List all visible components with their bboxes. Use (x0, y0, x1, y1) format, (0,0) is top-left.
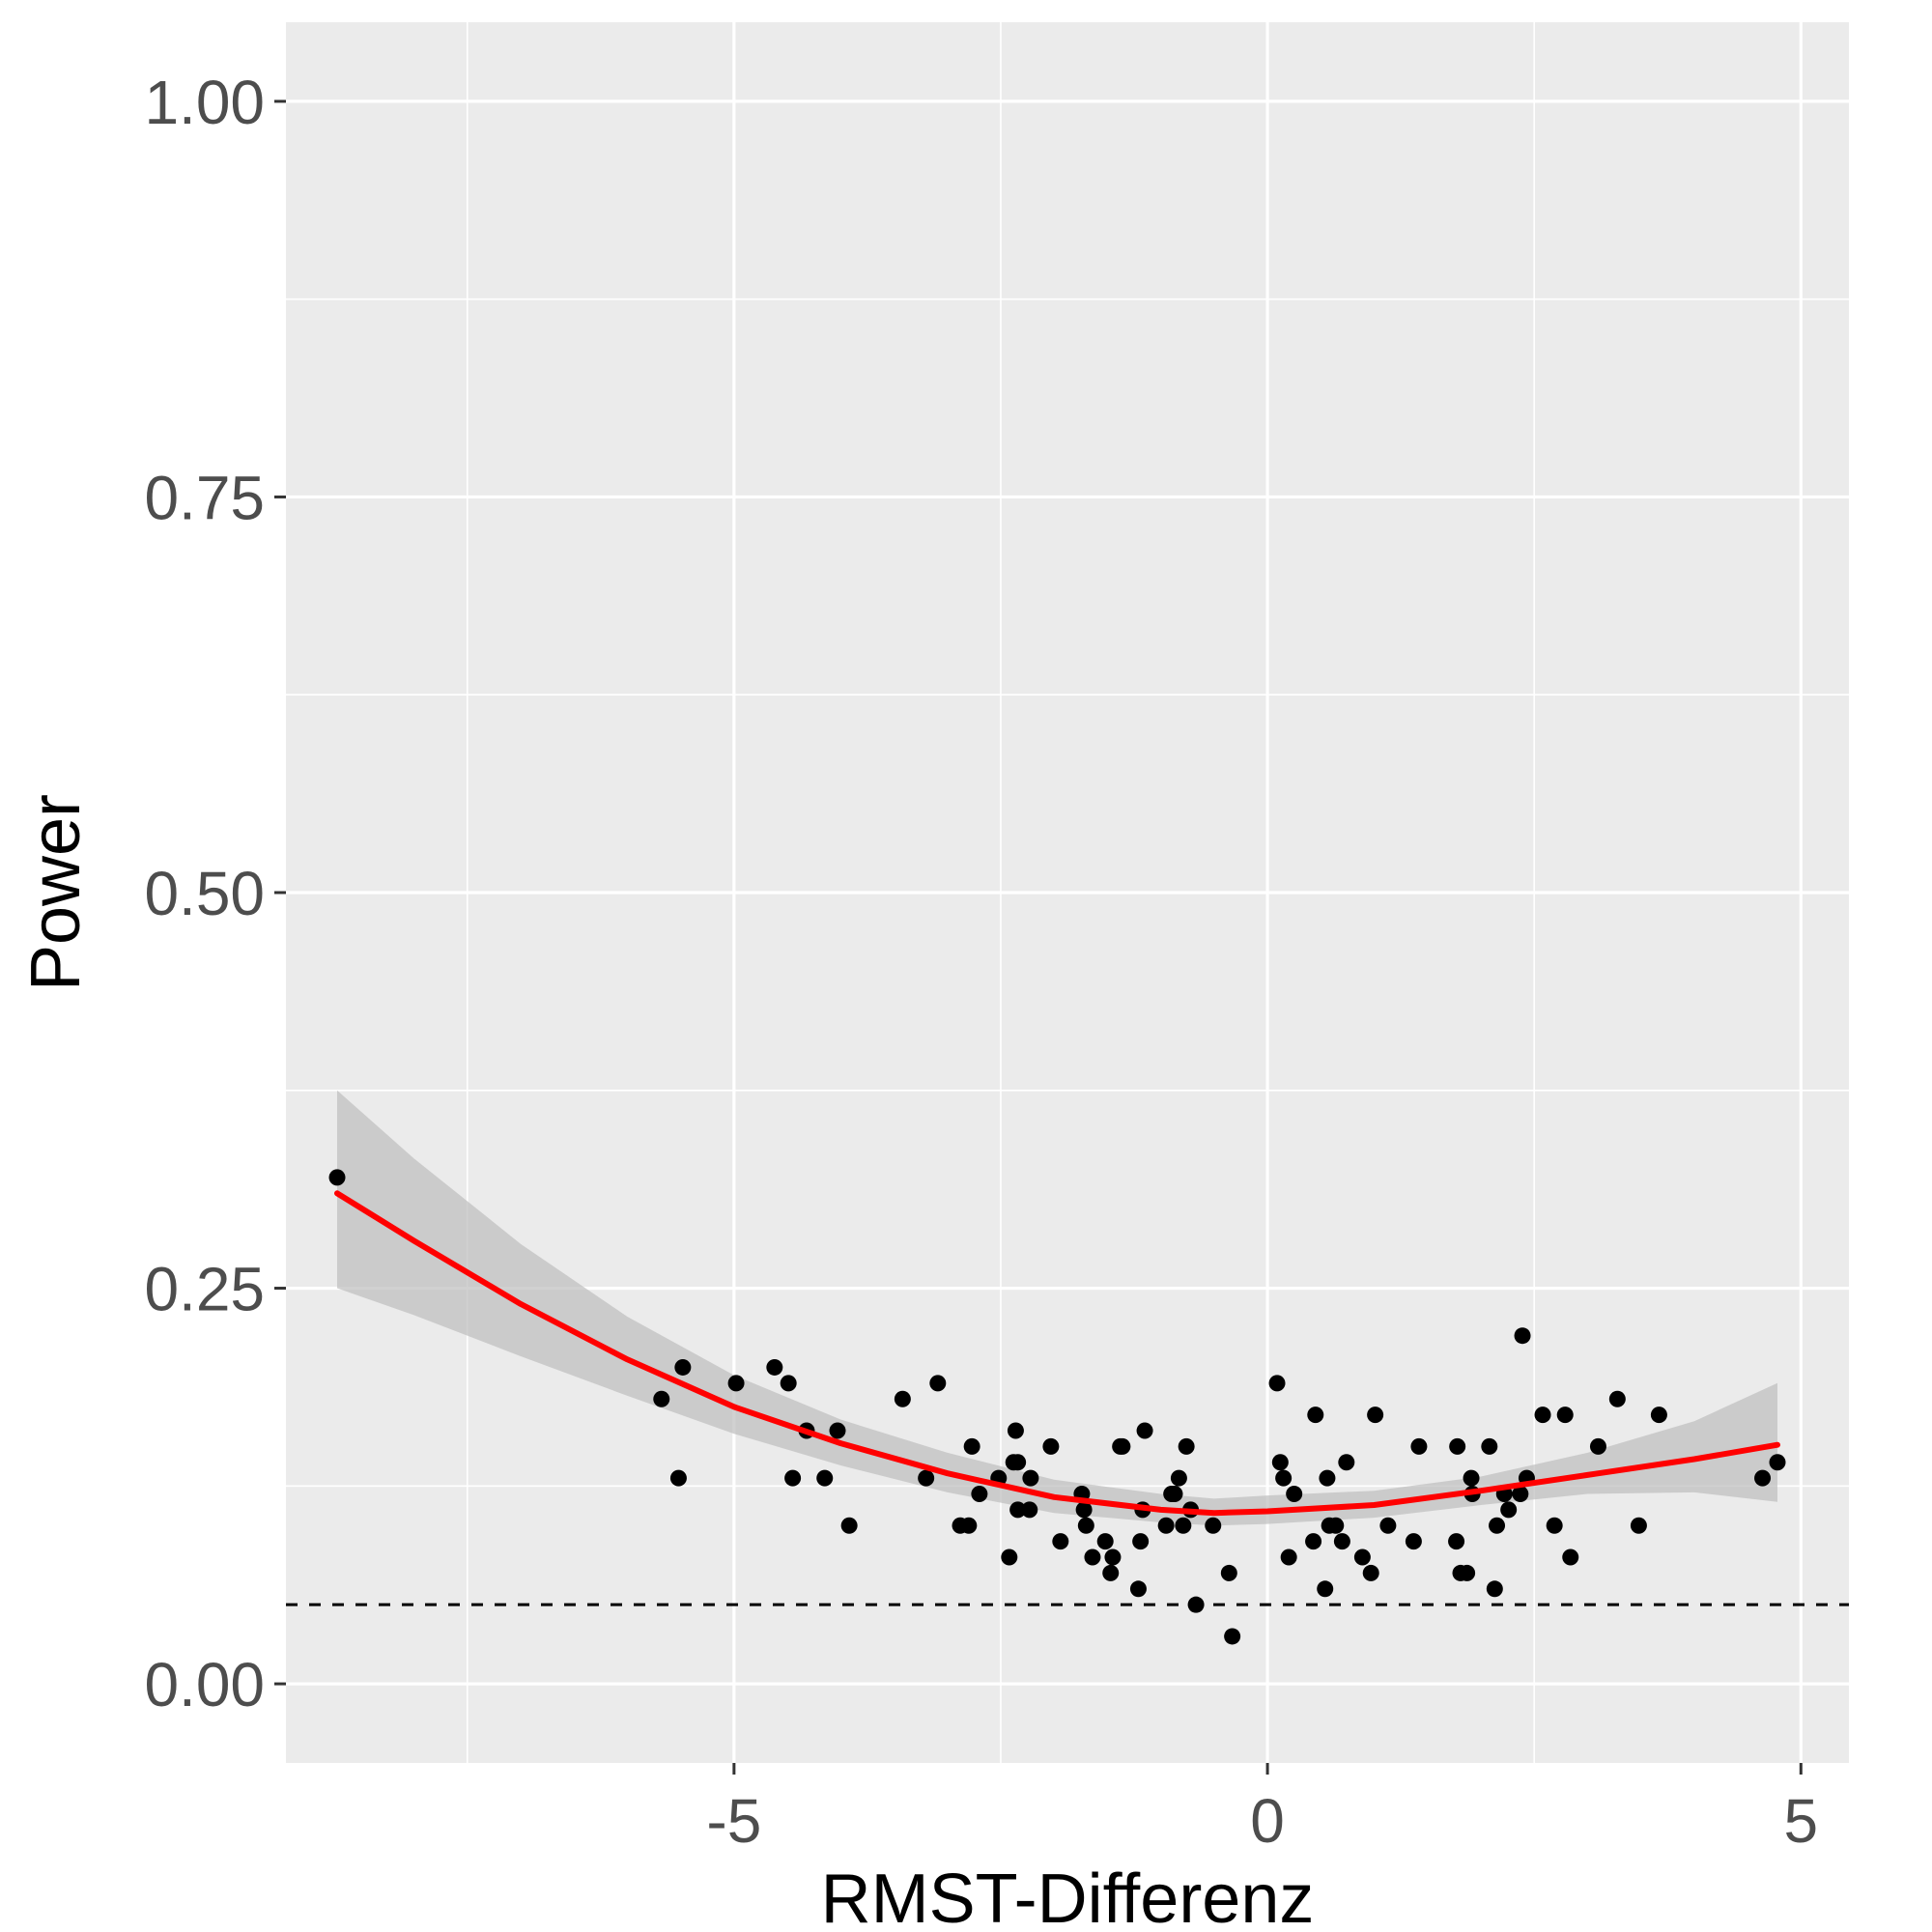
data-point (1463, 1469, 1480, 1487)
data-point (1500, 1501, 1518, 1519)
y-tick-label: 0.25 (144, 1255, 265, 1324)
data-point (816, 1469, 834, 1487)
data-point (1271, 1454, 1289, 1471)
data-point (1205, 1517, 1222, 1534)
data-point (674, 1358, 692, 1376)
data-point (1286, 1486, 1303, 1503)
data-point (653, 1390, 670, 1407)
data-point (1104, 1548, 1122, 1566)
data-point (1589, 1437, 1606, 1455)
data-point (1459, 1564, 1476, 1581)
confidence-band (337, 1090, 1777, 1526)
data-point (1486, 1580, 1503, 1598)
data-point (1608, 1390, 1626, 1407)
data-point (1305, 1533, 1322, 1550)
data-point (1307, 1406, 1324, 1424)
data-point (1021, 1501, 1038, 1519)
data-point (1754, 1469, 1772, 1487)
x-axis-title: RMST-Differenz (821, 1861, 1315, 1932)
data-point (1275, 1469, 1293, 1487)
y-tick-label: 0.75 (144, 463, 265, 532)
data-point (1514, 1327, 1531, 1345)
data-point (1362, 1564, 1379, 1581)
y-axis-title: Power (17, 794, 95, 991)
data-point (1096, 1533, 1114, 1550)
data-point (971, 1486, 988, 1503)
data-point (929, 1375, 947, 1392)
y-tick-label: 0.00 (144, 1650, 265, 1719)
data-point (727, 1375, 745, 1392)
data-point (1317, 1580, 1334, 1598)
smooth-fit-line (334, 1190, 1780, 1517)
data-point (1769, 1454, 1786, 1471)
data-point (1129, 1580, 1147, 1598)
data-point (669, 1469, 687, 1487)
x-tick-label: -5 (706, 1786, 761, 1856)
x-tick-label: 0 (1250, 1786, 1285, 1856)
data-point (1562, 1548, 1579, 1566)
data-point (1022, 1469, 1039, 1487)
data-point (1338, 1454, 1355, 1471)
data-point (840, 1517, 858, 1534)
data-point (1512, 1486, 1529, 1503)
data-point (1353, 1548, 1371, 1566)
x-axis: -5 0 5 (706, 1763, 1818, 1856)
data-point (1136, 1422, 1153, 1439)
data-point (1319, 1469, 1336, 1487)
data-point (1009, 1501, 1027, 1519)
major-grid (286, 22, 1849, 1763)
data-point (766, 1358, 783, 1376)
data-point (1166, 1486, 1183, 1503)
data-point (1009, 1454, 1027, 1471)
data-point (780, 1375, 797, 1392)
data-point (1280, 1548, 1297, 1566)
data-point (1327, 1517, 1345, 1534)
data-point (960, 1517, 978, 1534)
y-tick-label: 0.50 (144, 859, 265, 928)
data-point (784, 1469, 802, 1487)
data-point (1170, 1469, 1187, 1487)
data-point (1077, 1517, 1094, 1534)
data-point (1546, 1517, 1563, 1534)
data-point (1534, 1406, 1551, 1424)
data-point (1157, 1517, 1175, 1534)
data-point (1268, 1375, 1286, 1392)
data-point (1102, 1564, 1120, 1581)
data-point (1001, 1548, 1018, 1566)
y-tick-label: 1.00 (144, 68, 265, 137)
data-point (1405, 1533, 1422, 1550)
data-point (1042, 1437, 1060, 1455)
data-point (1178, 1437, 1195, 1455)
data-point (963, 1437, 980, 1455)
data-point (918, 1469, 935, 1487)
data-point (1481, 1437, 1498, 1455)
data-point (1379, 1517, 1397, 1534)
data-point (1007, 1422, 1024, 1439)
data-point (1410, 1437, 1428, 1455)
data-point (1650, 1406, 1667, 1424)
data-point (829, 1422, 846, 1439)
data-point (1114, 1437, 1131, 1455)
data-points (328, 1169, 1786, 1645)
data-point (1556, 1406, 1574, 1424)
data-point (1630, 1517, 1647, 1534)
data-point (1367, 1406, 1384, 1424)
data-point (1220, 1564, 1237, 1581)
data-point (1075, 1501, 1093, 1519)
data-point (1052, 1533, 1069, 1550)
data-point (328, 1169, 346, 1186)
data-point (1449, 1437, 1466, 1455)
data-point (1333, 1533, 1350, 1550)
data-point (1084, 1548, 1101, 1566)
data-point (1175, 1517, 1192, 1534)
x-tick-label: 5 (1784, 1786, 1819, 1856)
data-point (894, 1390, 911, 1407)
data-point (1224, 1628, 1241, 1645)
data-point (1448, 1533, 1465, 1550)
data-point (1489, 1517, 1506, 1534)
data-point (1132, 1533, 1150, 1550)
y-axis: 0.00 0.25 0.50 0.75 1.00 (144, 68, 286, 1719)
